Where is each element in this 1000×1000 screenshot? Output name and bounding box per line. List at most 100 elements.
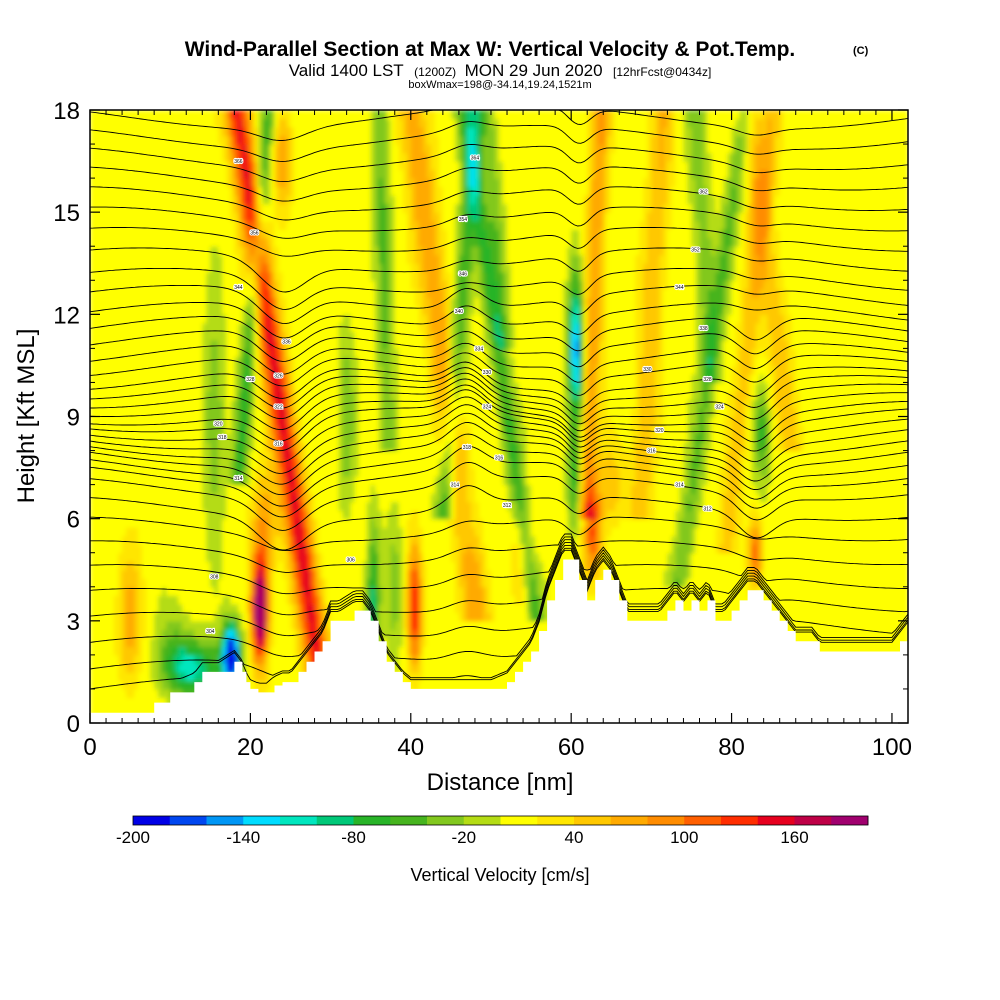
velocity-cell: [262, 518, 268, 545]
velocity-cell: [599, 110, 604, 145]
velocity-cell: [446, 527, 452, 723]
velocity-cell: [490, 620, 496, 723]
copyright-mark: (C): [853, 45, 869, 57]
velocity-cell: [763, 356, 769, 384]
velocity-cell: [118, 680, 123, 723]
velocity-cell: [707, 365, 713, 384]
velocity-cell: [258, 569, 264, 579]
velocity-cell: [246, 280, 251, 298]
isentrope-label: 328: [703, 377, 712, 383]
velocity-cell: [591, 527, 596, 537]
velocity-cell: [306, 510, 312, 528]
velocity-cell: [527, 544, 532, 613]
velocity-cell: [735, 212, 741, 247]
velocity-cell: [286, 373, 292, 392]
velocity-cell: [499, 161, 504, 222]
x-axis-ticks: 0 20 40 60 80 100: [83, 110, 912, 761]
colorbar-tick-label: 100: [670, 828, 698, 847]
velocity-cell: [266, 493, 272, 588]
velocity-cell: [462, 552, 468, 579]
velocity-cell: [791, 407, 797, 452]
velocity-cell: [490, 110, 496, 128]
velocity-cell: [306, 637, 312, 656]
velocity-cell: [551, 110, 556, 723]
velocity-cell: [643, 110, 648, 179]
velocity-cell: [635, 110, 640, 256]
velocity-cell: [799, 450, 805, 723]
velocity-cell: [503, 314, 508, 341]
velocity-cell: [242, 246, 247, 264]
velocity-cell: [306, 493, 312, 511]
velocity-cell: [731, 246, 737, 281]
velocity-cell: [318, 612, 324, 630]
velocity-cell: [238, 110, 243, 120]
velocity-cell: [246, 425, 251, 452]
velocity-cell: [274, 297, 280, 315]
velocity-cell: [759, 442, 765, 460]
velocity-cell: [771, 186, 777, 256]
velocity-cell: [687, 203, 693, 401]
velocity-cell: [234, 629, 239, 639]
velocity-cell: [246, 237, 251, 247]
velocity-cell: [202, 646, 207, 656]
velocity-cell: [290, 127, 296, 205]
velocity-cell: [226, 161, 231, 188]
velocity-cell: [250, 578, 256, 596]
isentrope-line: [90, 144, 908, 183]
velocity-cell: [759, 476, 765, 503]
velocity-cell: [366, 544, 372, 579]
velocity-cell: [294, 629, 300, 656]
isentrope-label: 328: [246, 377, 255, 383]
velocity-cell: [214, 339, 219, 494]
velocity-cell: [302, 467, 308, 486]
velocity-cell: [270, 288, 276, 298]
velocity-cell: [170, 620, 175, 639]
velocity-cell: [346, 356, 352, 477]
velocity-cell: [486, 110, 492, 222]
velocity-cell: [270, 144, 276, 222]
velocity-cell: [563, 450, 568, 503]
colorbar-swatch: [794, 816, 832, 825]
velocity-cell: [579, 322, 584, 375]
velocity-cell: [406, 110, 412, 137]
velocity-cell: [735, 493, 741, 554]
isentrope-line: [90, 516, 908, 552]
isentrope-line: [90, 121, 908, 162]
velocity-cell: [470, 110, 476, 128]
velocity-cell: [442, 314, 448, 384]
velocity-cell: [118, 552, 123, 682]
velocity-cell: [298, 586, 304, 605]
velocity-cell: [751, 110, 757, 137]
velocity-cell: [250, 152, 256, 162]
isentrope-line: [90, 302, 908, 339]
velocity-cell: [623, 450, 628, 520]
velocity-cell: [755, 110, 761, 120]
velocity-cell: [170, 595, 175, 622]
velocity-cell: [675, 510, 681, 545]
velocity-cell: [575, 399, 580, 418]
velocity-cell: [691, 110, 697, 179]
velocity-cell: [294, 476, 300, 494]
isentrope-label: 326: [274, 374, 283, 380]
velocity-cell: [663, 288, 669, 571]
velocity-cell: [282, 110, 288, 120]
velocity-cell: [178, 663, 183, 673]
velocity-cell: [254, 663, 260, 682]
velocity-cell: [511, 518, 516, 545]
velocity-cell: [482, 620, 488, 723]
velocity-cell: [470, 144, 476, 188]
velocity-cell: [755, 356, 761, 384]
velocity-cell: [394, 620, 400, 673]
velocity-cell: [466, 212, 472, 239]
velocity-cell: [703, 314, 709, 367]
velocity-cell: [571, 382, 576, 401]
velocity-cell: [583, 544, 588, 571]
velocity-cell: [466, 425, 472, 503]
velocity-cell: [715, 212, 721, 247]
velocity-cell: [611, 152, 616, 426]
velocity-cell: [727, 246, 733, 281]
velocity-cell: [727, 212, 733, 247]
velocity-cell: [250, 135, 256, 154]
velocity-cell: [414, 671, 420, 699]
velocity-cell: [234, 212, 239, 256]
